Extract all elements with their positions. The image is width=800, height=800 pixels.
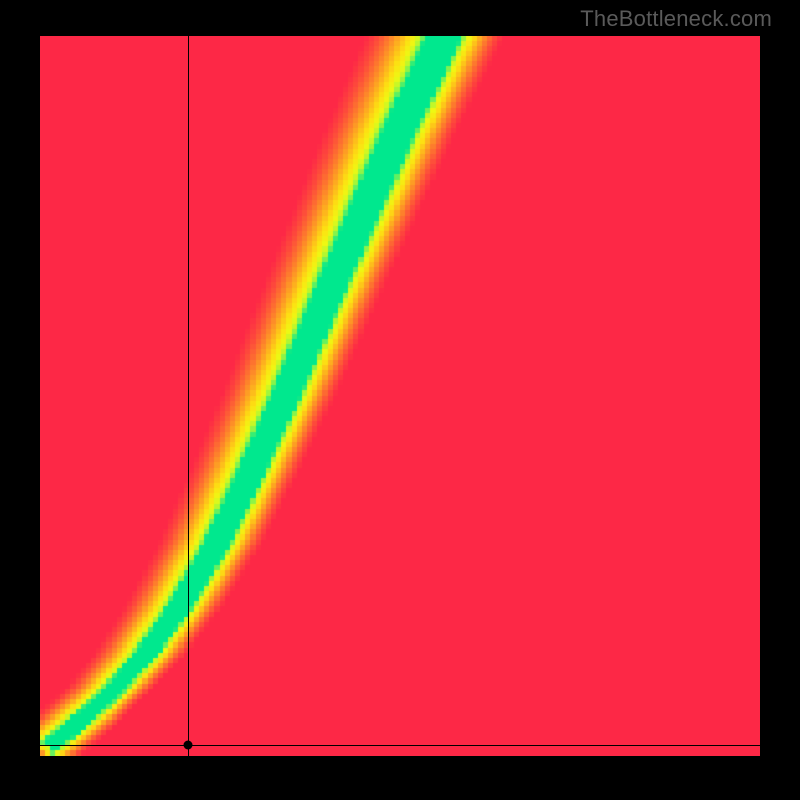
y-axis [16, 36, 40, 756]
crosshair-point [183, 741, 192, 750]
chart-container: TheBottleneck.com [0, 0, 800, 800]
crosshair-horizontal [40, 745, 760, 746]
crosshair-vertical [188, 36, 189, 756]
heatmap-canvas [40, 36, 760, 756]
plot-area [40, 36, 760, 756]
x-axis [40, 756, 760, 780]
watermark-text: TheBottleneck.com [580, 6, 772, 32]
